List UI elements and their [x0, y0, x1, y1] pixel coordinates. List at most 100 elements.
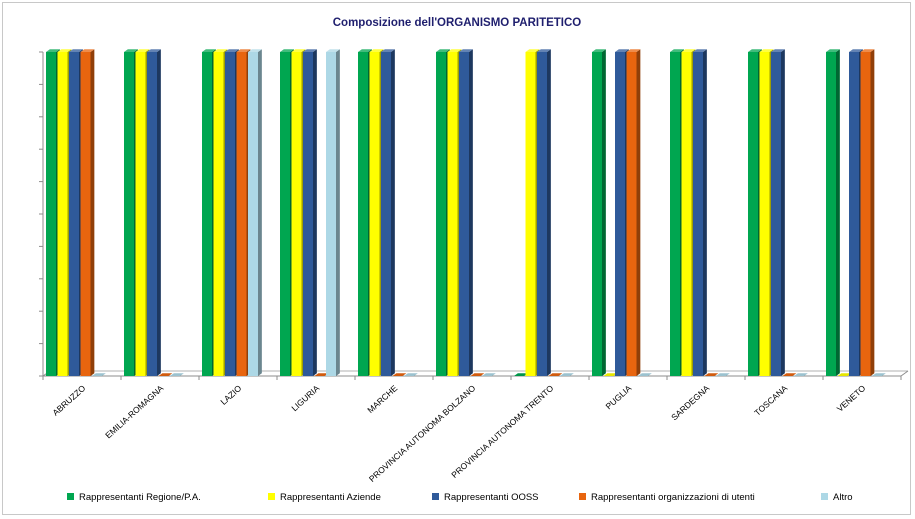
bar-liguria-series-5-side [336, 49, 340, 376]
category-group-abruzzo [46, 49, 106, 376]
legend-entry-1: Rappresentanti Regione/P.A. [67, 492, 201, 503]
bar-provincia-autonoma-bolzano-series-3-front [459, 52, 469, 376]
category-labels: ABRUZZO EMILIA-ROMAGNA LAZIO LIGURIA MARCHE P… [50, 383, 867, 484]
bar-liguria-series-1-front [280, 52, 290, 376]
legend-entry-4: Rappresentanti organizzazioni di utenti [579, 492, 755, 503]
x-tick-label-veneto: VENETO [835, 383, 868, 414]
bar-veneto-series-1 [826, 49, 840, 376]
bar-veneto-series-1-front [826, 52, 836, 376]
bar-abruzzo-series-4 [81, 49, 95, 376]
bar-emilia-romagna-series-2-front [136, 52, 146, 376]
bar-lazio-series-3-front [225, 52, 235, 376]
legend-swatch-4 [579, 493, 586, 500]
legend-label-4: Rappresentanti organizzazioni di utenti [591, 492, 755, 503]
bar-liguria-series-3-front [303, 52, 313, 376]
bar-toscana-series-3-side [781, 49, 785, 376]
bar-provincia-autonoma-bolzano-series-1-front [436, 52, 446, 376]
category-group-emilia-romagna [124, 49, 184, 376]
bar-toscana-series-2-front [760, 52, 770, 376]
legend-entry-3: Rappresentanti OOSS [432, 492, 539, 503]
legend-entry-2: Rappresentanti Aziende [268, 492, 381, 503]
bar-puglia-series-4 [627, 49, 641, 376]
bar-marche-series-2-front [370, 52, 380, 376]
bar-liguria-series-5-front [326, 52, 336, 376]
bar-lazio-series-5-front [248, 52, 258, 376]
legend-swatch-5 [821, 493, 828, 500]
bar-abruzzo-series-4-front [81, 52, 91, 376]
category-group-provincia-autonoma-trento [514, 49, 574, 376]
bar-abruzzo-series-2-front [58, 52, 68, 376]
bar-emilia-romagna-series-3-front [147, 52, 157, 376]
bar-provincia-autonoma-trento-series-3 [537, 49, 551, 376]
category-group-marche [358, 49, 418, 376]
bar-liguria-series-5 [326, 49, 340, 376]
bar-veneto-series-3-front [849, 52, 859, 376]
bar-abruzzo-series-4-side [91, 49, 95, 376]
bar-liguria-series-3-side [313, 49, 317, 376]
bar-provincia-autonoma-trento-series-3-side [547, 49, 551, 376]
legend: Rappresentanti Regione/P.A. Rappresentant… [67, 492, 853, 503]
x-tick-label-marche: MARCHE [365, 383, 399, 415]
bar-chart: Composizione dell'ORGANISMO PARITETICO A… [3, 3, 912, 516]
x-tick-label-liguria: LIGURIA [289, 383, 321, 413]
x-tick-label-puglia: PUGLIA [603, 383, 633, 412]
bar-provincia-autonoma-bolzano-series-3-side [469, 49, 473, 376]
bar-veneto-series-4-side [871, 49, 875, 376]
legend-label-1: Rappresentanti Regione/P.A. [79, 492, 201, 503]
legend-swatch-3 [432, 493, 439, 500]
bar-toscana-series-3 [771, 49, 785, 376]
bar-puglia-series-3-front [615, 52, 625, 376]
bar-abruzzo-series-1-front [46, 52, 56, 376]
x-tick-label-emilia-romagna: EMILIA-ROMAGNA [103, 383, 165, 441]
bar-marche-series-1-front [358, 52, 368, 376]
bar-toscana-series-1-front [748, 52, 758, 376]
bar-puglia-series-4-side [637, 49, 641, 376]
chart-title: Composizione dell'ORGANISMO PARITETICO [333, 17, 582, 29]
legend-swatch-2 [268, 493, 275, 500]
bar-emilia-romagna-series-3-side [157, 49, 161, 376]
bar-veneto-series-1-side [836, 49, 840, 376]
bar-sardegna-series-3-side [703, 49, 707, 376]
legend-label-2: Rappresentanti Aziende [280, 492, 381, 503]
category-group-veneto [826, 49, 886, 376]
bar-puglia-series-1-side [602, 49, 606, 376]
bar-veneto-series-4-front [861, 52, 871, 376]
legend-label-3: Rappresentanti OOSS [444, 492, 539, 503]
category-group-toscana [748, 49, 808, 376]
category-group-sardegna [670, 49, 730, 376]
bar-toscana-series-3-front [771, 52, 781, 376]
x-tick-label-sardegna: SARDEGNA [669, 383, 711, 423]
bar-abruzzo-series-3-front [69, 52, 79, 376]
bar-marche-series-3 [381, 49, 395, 376]
category-group-lazio [202, 49, 262, 376]
bar-sardegna-series-2-front [682, 52, 692, 376]
bar-sardegna-series-3 [693, 49, 707, 376]
category-group-provincia-autonoma-bolzano [436, 49, 496, 376]
bar-puglia-series-1-front [592, 52, 602, 376]
bar-emilia-romagna-series-3 [147, 49, 161, 376]
category-group-puglia [592, 49, 652, 376]
x-tick-label-lazio: LAZIO [218, 383, 243, 407]
bar-lazio-series-5-side [258, 49, 262, 376]
floor-edge-right [901, 371, 908, 376]
bars-layer [46, 49, 886, 376]
bar-liguria-series-3 [303, 49, 317, 376]
bar-marche-series-3-side [391, 49, 395, 376]
x-tick-label-abruzzo: ABRUZZO [50, 383, 87, 418]
bar-lazio-series-2-front [214, 52, 224, 376]
legend-entry-5: Altro [821, 492, 853, 503]
bar-provincia-autonoma-bolzano-series-2-front [448, 52, 458, 376]
bar-liguria-series-2-front [292, 52, 302, 376]
bar-lazio-series-4-front [237, 52, 247, 376]
category-group-liguria [280, 49, 340, 376]
bar-lazio-series-1-front [202, 52, 212, 376]
x-tick-label-toscana: TOSCANA [752, 383, 789, 418]
bar-provincia-autonoma-trento-series-3-front [537, 52, 547, 376]
bar-emilia-romagna-series-1-front [124, 52, 134, 376]
bar-veneto-series-4 [861, 49, 875, 376]
bar-puglia-series-1 [592, 49, 606, 376]
bar-provincia-autonoma-trento-series-2-front [526, 52, 536, 376]
bar-marche-series-3-front [381, 52, 391, 376]
legend-label-5: Altro [833, 492, 853, 503]
